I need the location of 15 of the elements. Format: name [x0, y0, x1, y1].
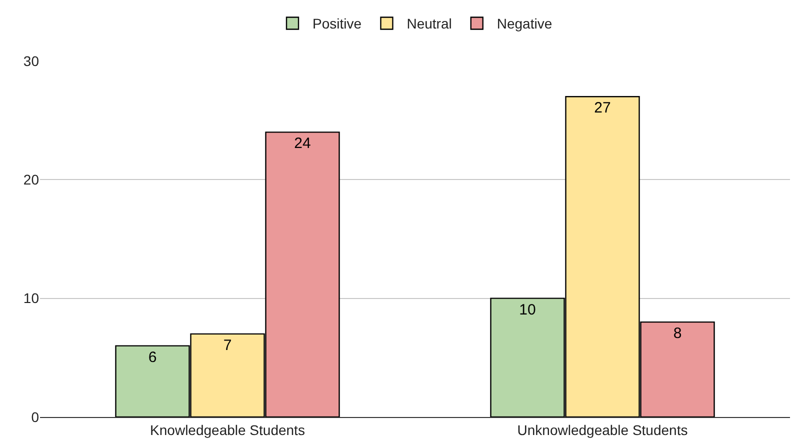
y-tick-label: 30	[23, 52, 40, 69]
legend-label: Negative	[496, 16, 552, 32]
y-tick-label: 20	[23, 172, 40, 188]
data-label: 24	[294, 135, 311, 152]
y-tick-label: 10	[23, 290, 40, 306]
legend-label: Positive	[312, 16, 362, 32]
data-label: 27	[594, 100, 611, 117]
data-label: 10	[519, 301, 536, 318]
x-tick-label: Unknowledgeable Students	[517, 422, 688, 438]
x-tick-label: Knowledgeable Students	[150, 422, 305, 438]
data-label: 6	[148, 348, 157, 366]
data-label: 8	[673, 325, 682, 342]
data-label: 7	[223, 336, 232, 354]
y-tick-label: 0	[31, 408, 40, 425]
legend-label: Neutral	[406, 16, 452, 32]
